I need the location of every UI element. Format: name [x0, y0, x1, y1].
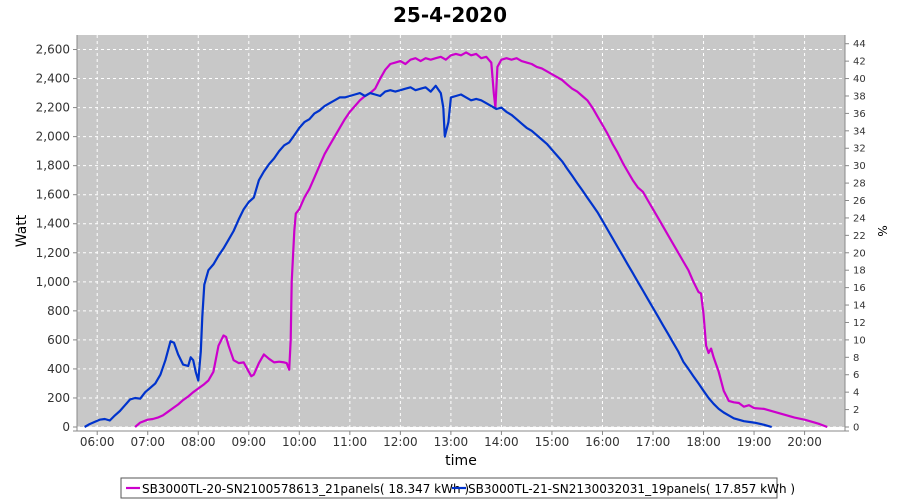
x-tick-label: 14:00 — [484, 435, 519, 449]
y-tick-label: 1,200 — [36, 246, 70, 260]
y-tick-label: 0 — [62, 420, 70, 434]
x-tick-label: 12:00 — [383, 435, 418, 449]
y2-tick-label: 38 — [853, 91, 866, 102]
legend-entry-2: SB3000TL-21-SN2130032031_19panels( 17.85… — [468, 482, 795, 496]
y2-tick-label: 0 — [853, 423, 859, 434]
legend-box — [120, 477, 778, 499]
y-tick-label: 400 — [47, 362, 70, 376]
y2-tick-label: 2 — [853, 405, 859, 416]
y-tick-label: 800 — [47, 304, 70, 318]
x-tick-label: 17:00 — [636, 435, 671, 449]
legend-entry-1: SB3000TL-20-SN2100578613_21panels( 18.34… — [142, 482, 469, 496]
x-tick-label: 16:00 — [585, 435, 620, 449]
x-tick-label: 15:00 — [535, 435, 570, 449]
y2-tick-label: 24 — [853, 213, 866, 224]
y-tick-label: 2,600 — [36, 43, 70, 57]
x-tick-label: 09:00 — [231, 435, 266, 449]
x-tick-label: 07:00 — [130, 435, 165, 449]
y-axis-ticks: 0 200 400 600 800 1,000 1,200 1,400 1,600 1,800 2,… — [36, 43, 77, 434]
x-tick-label: 18:00 — [686, 435, 721, 449]
y2-tick-label: 18 — [853, 266, 866, 277]
y2-tick-label: 30 — [853, 161, 866, 172]
y-tick-label: 1,000 — [36, 275, 70, 289]
y2-tick-label: 40 — [853, 74, 866, 85]
y-tick-label: 1,600 — [36, 188, 70, 202]
y2-tick-label: 8 — [853, 353, 859, 364]
x-tick-label: 06:00 — [80, 435, 115, 449]
x-tick-label: 13:00 — [434, 435, 469, 449]
x-tick-label: 10:00 — [282, 435, 317, 449]
y2-tick-label: 44 — [853, 39, 866, 50]
y-tick-label: 2,000 — [36, 130, 70, 144]
y2-axis-ticks: 0246810121416182022242628303234363840424… — [845, 39, 866, 434]
y2-tick-label: 10 — [853, 335, 866, 346]
legend: SB3000TL-20-SN2100578613_21panels( 18.34… — [120, 477, 795, 499]
y-axis-label: Watt — [14, 214, 30, 247]
plot-background — [77, 35, 845, 427]
y2-tick-label: 42 — [853, 57, 866, 68]
y2-tick-label: 28 — [853, 179, 866, 190]
y2-tick-label: 34 — [853, 126, 866, 137]
y-tick-label: 200 — [47, 391, 70, 405]
y-tick-label: 2,200 — [36, 101, 70, 115]
y2-tick-label: 14 — [853, 301, 866, 312]
chart-title: 25-4-2020 — [393, 3, 507, 27]
y-tick-label: 2,400 — [36, 72, 70, 86]
y-tick-label: 1,400 — [36, 217, 70, 231]
y2-tick-label: 12 — [853, 318, 866, 329]
series-line-1 — [134, 51, 828, 429]
grid-lines — [77, 35, 845, 428]
y2-tick-label: 26 — [853, 196, 866, 207]
y2-tick-label: 4 — [853, 388, 859, 399]
y2-tick-label: 32 — [853, 144, 866, 155]
x-axis-ticks: 06:00 07:00 08:00 09:00 10:00 11:00 12:00 13:00… — [80, 431, 822, 449]
x-tick-label: 20:00 — [787, 435, 822, 449]
x-tick-label: 08:00 — [181, 435, 216, 449]
x-axis-label: time — [445, 453, 477, 469]
y2-tick-label: 36 — [853, 109, 866, 120]
y2-axis-label: % — [875, 225, 889, 236]
x-tick-label: 11:00 — [333, 435, 368, 449]
y2-tick-label: 20 — [853, 248, 866, 259]
y-tick-label: 1,800 — [36, 159, 70, 173]
series-line-2 — [84, 84, 773, 429]
y2-tick-label: 16 — [853, 283, 866, 294]
x-tick-label: 19:00 — [737, 435, 772, 449]
y2-tick-label: 6 — [853, 370, 859, 381]
y-tick-label: 600 — [47, 333, 70, 347]
y2-tick-label: 22 — [853, 231, 866, 242]
series-layer — [84, 51, 828, 429]
